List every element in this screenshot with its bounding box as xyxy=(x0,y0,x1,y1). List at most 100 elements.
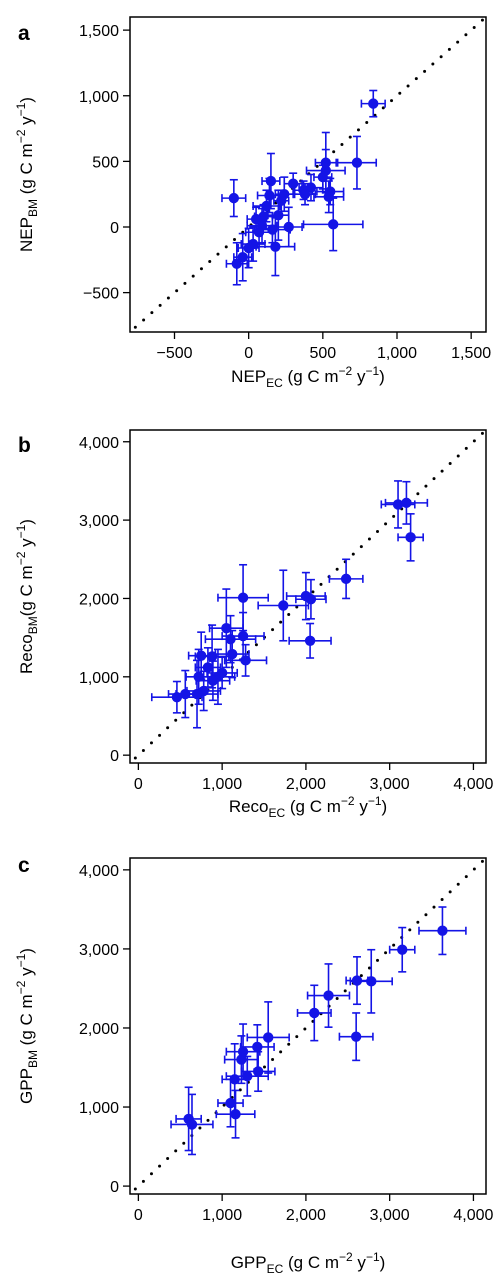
identity-dot xyxy=(166,1156,170,1160)
identity-dot xyxy=(150,311,154,315)
data-point xyxy=(304,635,316,646)
y-tick-label: 2,000 xyxy=(79,591,119,608)
data-point xyxy=(180,688,191,700)
identity-dot xyxy=(384,522,388,526)
data-point xyxy=(437,925,448,936)
data-point xyxy=(243,242,254,254)
identity-dot xyxy=(365,121,369,125)
x-tick-label: 0 xyxy=(244,345,253,362)
data-point xyxy=(278,600,289,611)
data-point xyxy=(183,1113,194,1125)
identity-dot xyxy=(448,890,452,894)
identity-dot xyxy=(175,289,179,293)
identity-dot xyxy=(439,55,443,59)
data-point xyxy=(196,650,207,661)
identity-dot xyxy=(311,590,315,594)
data-point xyxy=(225,634,236,645)
data-point xyxy=(351,157,363,168)
identity-dot xyxy=(480,18,484,22)
identity-dot xyxy=(348,135,352,139)
identity-dot xyxy=(367,537,371,541)
data-point xyxy=(305,594,317,605)
y-tick-label: 3,000 xyxy=(79,513,119,530)
data-point xyxy=(350,1031,362,1042)
identity-dot xyxy=(406,84,410,88)
x-tick-label: 4,000 xyxy=(453,776,493,793)
identity-dot xyxy=(335,567,339,571)
plot-frame xyxy=(129,429,487,764)
data-point xyxy=(273,209,284,221)
identity-dot xyxy=(431,62,435,66)
identity-dot xyxy=(464,446,468,450)
data-point xyxy=(240,655,251,666)
identity-dot xyxy=(423,69,427,73)
data-point xyxy=(207,675,219,686)
identity-dot xyxy=(216,252,220,256)
x-tick-label: 3,000 xyxy=(370,776,410,793)
y-tick-label: 4,000 xyxy=(79,863,119,880)
data-point xyxy=(237,630,249,642)
identity-dot xyxy=(141,748,145,752)
identity-dot xyxy=(149,741,153,745)
identity-dot xyxy=(367,966,371,970)
identity-dot xyxy=(166,296,170,300)
data-points xyxy=(228,98,379,269)
identity-dot xyxy=(174,1149,178,1153)
data-point xyxy=(202,662,214,673)
y-axis-ticks: −500 0 500 1,000 1,500 xyxy=(79,23,130,303)
identity-dot xyxy=(303,1027,307,1031)
identity-dot xyxy=(319,582,323,586)
data-point xyxy=(405,532,416,543)
identity-dot xyxy=(142,318,146,322)
error-bars xyxy=(170,906,467,1156)
y-tick-label: 0 xyxy=(110,220,119,237)
data-point xyxy=(221,623,232,634)
data-point xyxy=(351,975,363,986)
data-point xyxy=(253,227,265,238)
identity-dot xyxy=(440,469,444,473)
panel-a: a −500 0 500 1,000 1,500 −50005001,0001,500 … xyxy=(14,16,491,390)
x-axis-label: NEPEC (g C m−2 y−1) xyxy=(231,364,385,390)
data-point xyxy=(242,1071,253,1082)
data-point xyxy=(252,1041,263,1053)
identity-dot xyxy=(183,281,187,285)
identity-dot xyxy=(233,238,237,242)
identity-dot xyxy=(480,859,484,863)
identity-dot xyxy=(224,245,228,249)
identity-dot xyxy=(456,454,460,458)
data-point xyxy=(237,592,249,603)
identity-dot xyxy=(222,1103,226,1107)
data-point xyxy=(340,573,352,585)
data-point xyxy=(270,241,281,252)
data-point xyxy=(228,192,240,204)
identity-dot xyxy=(254,643,258,647)
y-axis-label: NEPBM (g C m−2 y−1) xyxy=(14,97,40,252)
x-tick-label: 0 xyxy=(134,1207,143,1224)
data-points xyxy=(183,925,448,1130)
identity-dot xyxy=(440,897,444,901)
y-axis-label: RecoBM(g C m−2 y−1) xyxy=(14,519,40,674)
x-tick-label: 500 xyxy=(309,345,336,362)
identity-dot xyxy=(456,40,460,44)
data-point xyxy=(320,157,331,168)
identity-line xyxy=(133,859,484,1191)
data-point xyxy=(299,188,311,200)
x-tick-label: 1,000 xyxy=(202,776,242,793)
x-axis-label: RecoEC (g C m−2 y−1) xyxy=(229,794,387,820)
identity-dot xyxy=(133,325,137,329)
y-tick-label: 3,000 xyxy=(79,942,119,959)
identity-dot xyxy=(332,150,336,154)
identity-dot xyxy=(456,882,460,886)
identity-dot xyxy=(359,545,363,549)
identity-dot xyxy=(158,303,162,307)
y-tick-label: 0 xyxy=(110,1179,119,1196)
x-tick-label: 2,000 xyxy=(286,1207,326,1224)
panel-label: b xyxy=(18,434,31,457)
y-tick-label: 1,500 xyxy=(79,23,119,40)
identity-dot xyxy=(472,25,476,29)
identity-dot xyxy=(158,733,162,737)
y-tick-label: 4,000 xyxy=(79,435,119,452)
identity-dot xyxy=(447,47,451,51)
identity-dot xyxy=(133,1187,137,1191)
